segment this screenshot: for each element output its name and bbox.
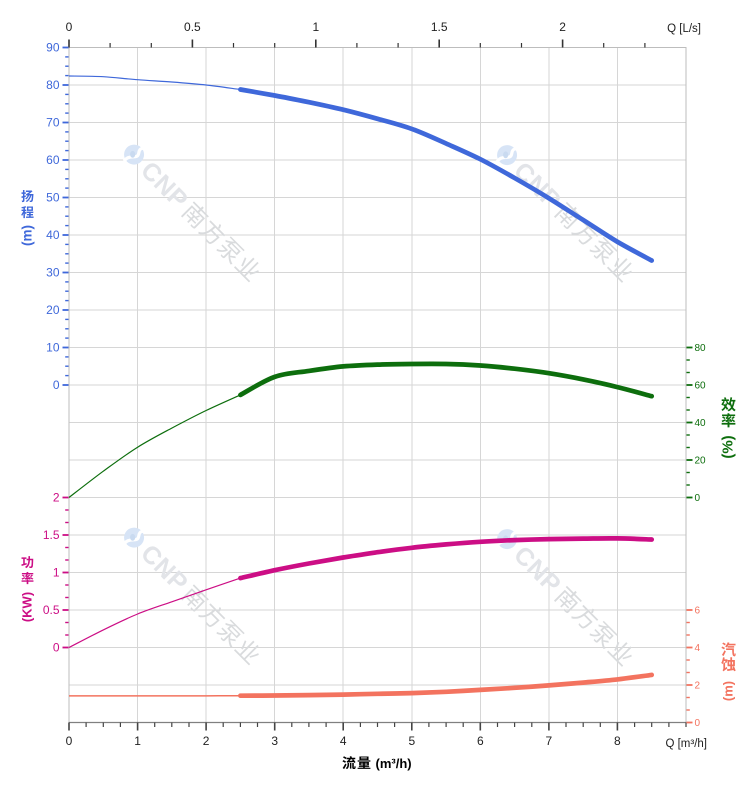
svg-text:Q [m³/h]: Q [m³/h]: [665, 738, 707, 750]
svg-text:5: 5: [408, 734, 415, 748]
svg-text:0: 0: [66, 20, 73, 34]
svg-text:1: 1: [312, 20, 319, 34]
svg-text:2: 2: [559, 20, 566, 34]
svg-text:1.5: 1.5: [43, 528, 60, 542]
svg-text:7: 7: [546, 734, 553, 748]
svg-text:2: 2: [53, 491, 60, 505]
svg-text:(m): (m): [721, 681, 736, 701]
svg-text:60: 60: [695, 381, 707, 392]
svg-text:0: 0: [695, 718, 701, 729]
svg-text:80: 80: [695, 343, 707, 354]
svg-text:40: 40: [695, 418, 707, 429]
svg-text:(KW): (KW): [20, 592, 35, 622]
svg-text:0.5: 0.5: [184, 20, 201, 34]
svg-text:20: 20: [46, 303, 60, 317]
svg-text:6: 6: [695, 606, 701, 617]
svg-text:(m): (m): [20, 225, 35, 246]
svg-text:4: 4: [340, 734, 347, 748]
svg-text:1: 1: [134, 734, 141, 748]
svg-text:1.5: 1.5: [431, 20, 448, 34]
svg-text:20: 20: [695, 456, 707, 467]
svg-text:6: 6: [477, 734, 484, 748]
svg-text:0: 0: [53, 378, 60, 392]
svg-text:1: 1: [53, 566, 60, 580]
svg-text:(m³/h): (m³/h): [376, 756, 412, 771]
svg-text:2: 2: [203, 734, 210, 748]
svg-text:0: 0: [66, 734, 73, 748]
svg-text:70: 70: [46, 116, 60, 130]
svg-text:3: 3: [271, 734, 278, 748]
svg-text:2: 2: [695, 681, 701, 692]
svg-text:0: 0: [695, 493, 701, 504]
svg-text:Q [L/s]: Q [L/s]: [667, 23, 701, 35]
svg-text:90: 90: [46, 41, 60, 55]
svg-text:0.5: 0.5: [43, 603, 60, 617]
svg-text:50: 50: [46, 191, 60, 205]
svg-text:40: 40: [46, 228, 60, 242]
svg-text:30: 30: [46, 266, 60, 280]
svg-text:80: 80: [46, 78, 60, 92]
svg-text:60: 60: [46, 153, 60, 167]
svg-text:8: 8: [614, 734, 621, 748]
svg-text:0: 0: [53, 641, 60, 655]
svg-text:10: 10: [46, 341, 60, 355]
svg-text:4: 4: [695, 643, 701, 654]
svg-text:(%): (%): [720, 435, 737, 458]
